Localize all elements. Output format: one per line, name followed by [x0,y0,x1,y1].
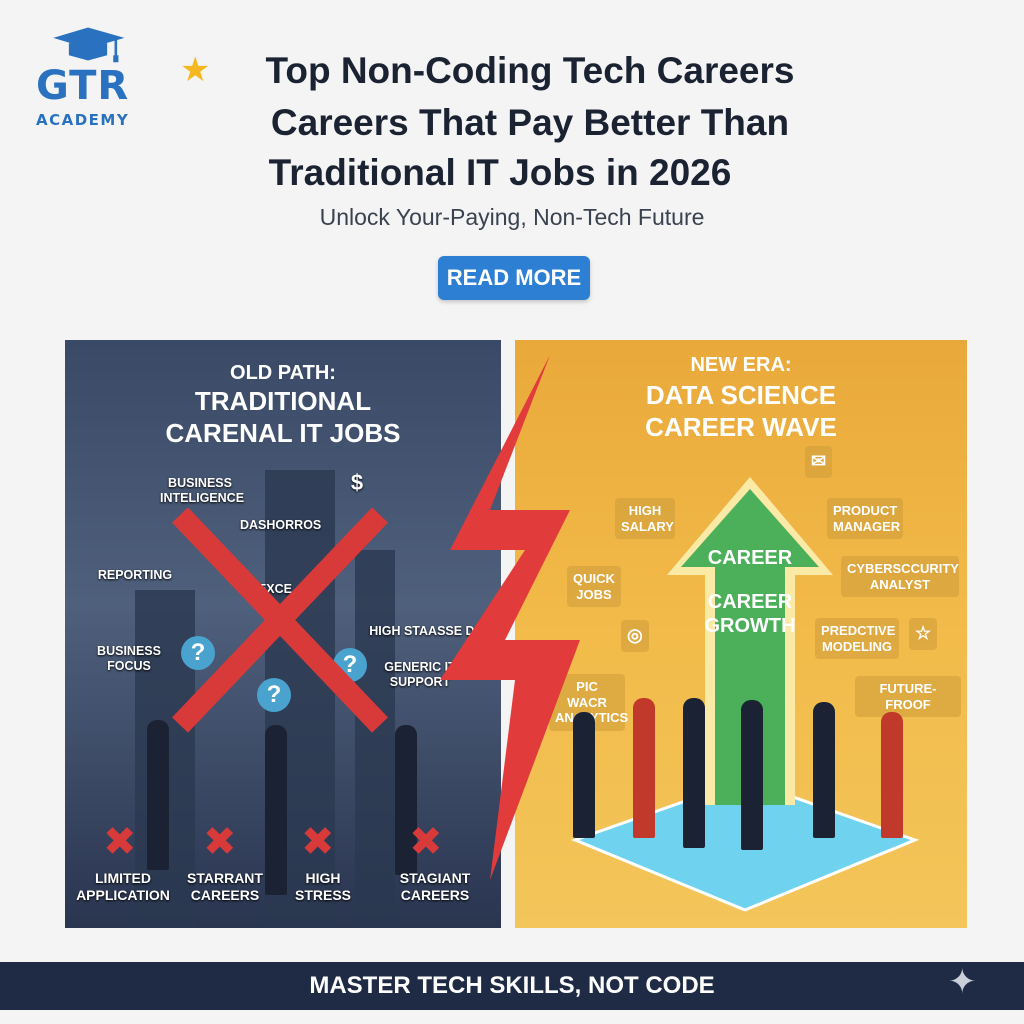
sparkle-icon: ✦ [948,963,977,1001]
new-era-label: NEW ERA: [690,354,792,376]
old-path-heading-1: TRADITIONAL [194,386,372,416]
bubble-product-manager: PRODUCT MANAGER [827,498,903,540]
person-figure [573,712,595,838]
bubble-predictive-modeling: PREDCTIVE MODELING [815,618,899,660]
bubble-high-salary: HIGH SALARY [615,498,675,540]
question-icon: ? [257,678,291,712]
x-icon: ✖ [409,819,443,865]
label-reporting: REPORTING [97,568,173,582]
new-era-heading-2: CAREER WAVE [645,412,837,442]
footer-banner: MASTER TECH SKILLS, NOT CODE [0,962,1024,1010]
old-path-heading-2: CARENAL IT JOBS [165,418,401,448]
label-business-focus: BUSINESS FOCUS [97,644,161,673]
bottom-item: LIMITED APPLICATION [76,870,170,903]
bottom-item: STAGIANT CAREERS [399,870,471,903]
person-figure [147,720,169,870]
question-icon: ? [181,636,215,670]
read-more-button[interactable]: READ MORE [438,256,590,300]
x-icon: ✖ [203,819,237,865]
bottom-item: HIGH STRESS [294,870,351,903]
person-figure [395,725,417,875]
logo-text: GTR [36,63,130,109]
logo-subtitle: ACADEMY [36,111,130,129]
person-figure [265,725,287,895]
star-icon: ★ [180,51,211,89]
gtr-academy-logo: GTR ACADEMY [30,24,140,134]
old-path-label: OLD PATH: [230,362,336,384]
page-title-line-1: Top Non-Coding Tech Careers [265,50,795,91]
label-generic-it-support: GENERIC IT SUPPORT [384,660,456,689]
subtitle: Unlock Your-Paying, Non-Tech Future [319,204,705,230]
x-icon: ✖ [301,819,335,865]
envelope-icon: ✉ [805,446,833,478]
page-title-line-2: Careers That Pay Better Than [270,102,790,143]
new-era-heading-1: DATA SCIENCE [645,380,837,410]
arrow-label-career-growth: CAREER GROWTH [704,591,796,637]
bubble-cybersecurity-analyst: CYBERSCCURITY ANALYST [841,556,959,598]
star-outline-icon: ☆ [909,618,938,650]
old-path-panel: OLD PATH: TRADITIONAL CARENAL IT JOBS BU… [65,340,501,928]
arrow-label-career: CAREER [707,547,793,569]
person-figure [741,700,763,850]
lightning-bolt-icon [440,355,580,880]
person-figure [881,712,903,838]
label-high-stress: HIGH STAASSE DUIL [369,624,495,638]
bubble-future-proof: FUTURE-FROOF [855,676,961,718]
graduation-cap-icon [53,27,125,63]
label-dashboards: DASHORROS [240,518,322,532]
person-figure [683,698,705,848]
person-figure [813,702,835,838]
new-era-panel: NEW ERA: DATA SCIENCE CAREER WAVE CAREER… [515,340,967,928]
person-figure [633,698,655,838]
dollar-icon: $ [350,470,364,495]
x-icon: ✖ [103,819,137,865]
label-business-intelligence: BUSINESS INTELIGENCE [160,476,245,505]
growth-arrow-icon [667,477,833,805]
bubble-quick-jobs: QUICK JOBS [567,566,621,608]
page-title-line-3: Traditional IT Jobs in 2026 [268,152,732,193]
bottom-item: STARRANT CAREERS [187,870,263,903]
spiral-icon: ◎ [621,620,649,652]
red-x-cross-icon [172,507,388,733]
